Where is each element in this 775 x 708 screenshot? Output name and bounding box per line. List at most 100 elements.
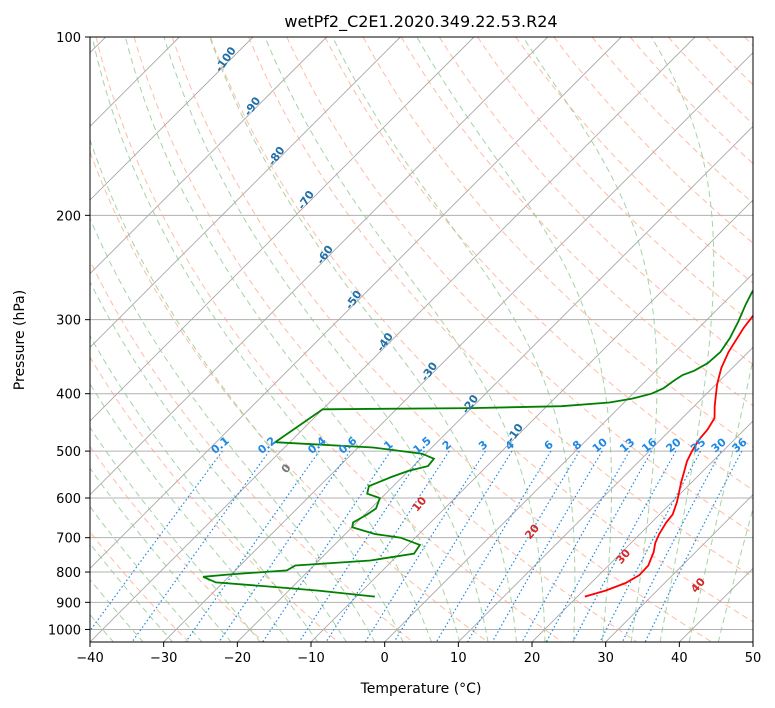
dry-adiabat	[90, 445, 264, 642]
mixing-ratio-line	[599, 450, 702, 642]
dry-adiabat-label: -80	[266, 144, 288, 168]
y-tick-label: 300	[56, 314, 81, 329]
moist-adiabat	[90, 505, 203, 642]
mixing-ratio-line	[545, 450, 653, 642]
dry-adiabat-label: -30	[418, 359, 440, 383]
x-tick-label: −10	[297, 651, 324, 666]
isotherm	[458, 346, 753, 642]
dry-adiabat	[210, 37, 753, 623]
isotherm	[752, 641, 753, 642]
dry-adiabat-label: -70	[295, 188, 317, 212]
dry-adiabat	[668, 37, 753, 125]
dry-adiabat-label: -40	[374, 330, 396, 354]
x-tick-label: 10	[450, 651, 467, 666]
moist-adiabat	[332, 37, 576, 642]
dry-adiabat	[706, 37, 753, 86]
dry-adiabat-label: -60	[314, 243, 336, 267]
mixing-ratio-line	[325, 450, 450, 642]
isotherm	[679, 567, 753, 642]
moist-adiabat	[90, 467, 232, 642]
dry-adiabat	[744, 37, 753, 47]
y-tick-label: 500	[56, 445, 81, 460]
moist-adiabat	[688, 357, 753, 642]
isotherm	[90, 37, 548, 496]
plot-frame	[89, 36, 754, 643]
dry-adiabat	[438, 37, 753, 366]
moist-adiabat	[90, 138, 404, 642]
dry-adiabat	[133, 37, 638, 642]
y-axis-label: Pressure (hPa)	[12, 290, 28, 390]
mixing-ratio-label: 6	[542, 438, 556, 453]
mixing-ratio-label: 10	[590, 435, 610, 455]
mixing-ratio-line	[131, 450, 270, 642]
isotherm	[384, 273, 753, 642]
dry-adiabat-label: -100	[212, 44, 239, 74]
moist-adiabat-label: 40	[688, 575, 708, 595]
y-tick-label: 700	[56, 532, 81, 547]
mixing-ratio-line	[298, 450, 425, 642]
moist-adiabat	[90, 280, 347, 642]
dry-adiabat	[90, 150, 488, 642]
moist-adiabat	[90, 382, 290, 642]
mixing-ratio-label: 30	[709, 435, 729, 455]
moist-adiabat	[416, 37, 612, 642]
chart-title: wetPf2_C2E1.2020.349.22.53.R24	[284, 12, 557, 32]
x-tick-label: 50	[745, 651, 762, 666]
moist-adiabat	[209, 37, 517, 642]
x-tick-label: 0	[381, 651, 389, 666]
isotherm	[90, 37, 622, 569]
moist-adiabat	[90, 334, 319, 642]
mixing-ratio-label: 0.2	[255, 434, 278, 456]
mixing-ratio-line	[393, 450, 513, 642]
dry-adiabat	[362, 37, 753, 449]
mixing-ratio-line	[621, 450, 722, 642]
mixing-ratio-line	[521, 450, 631, 642]
moist-adiabat	[650, 37, 715, 642]
temperature-profile-line	[584, 314, 753, 598]
moist-adiabat	[522, 37, 658, 642]
dry-adiabat	[248, 37, 753, 578]
x-tick-label: 20	[524, 651, 541, 666]
x-tick-label: 40	[671, 651, 688, 666]
x-tick-label: 30	[597, 651, 614, 666]
dry-adiabat	[90, 356, 339, 642]
dry-adiabats	[90, 37, 753, 642]
dry-adiabat	[400, 37, 753, 407]
y-axis: 100 200 300 400 500 600 700 800 900 1000	[48, 31, 90, 638]
y-tick-label: 400	[56, 388, 81, 403]
isotherm	[531, 420, 753, 642]
moist-adiabat-label: 10	[410, 494, 430, 514]
mixing-ratio-label: 16	[639, 435, 659, 455]
dry-adiabat	[324, 37, 753, 491]
mixing-ratio-label: 0.6	[336, 434, 360, 457]
mixing-ratio-label: 0.4	[305, 434, 329, 457]
mixing-ratio-line	[218, 450, 351, 642]
mixing-ratio-line	[572, 450, 677, 642]
mixing-ratio-line	[435, 450, 552, 642]
x-axis: −40 −30 −20 −10 0 10 20 30 40 50	[76, 642, 761, 666]
moist-adiabat-label: 30	[613, 546, 633, 566]
dry-adiabat-label: -90	[241, 94, 263, 118]
mixing-ratio-line	[466, 450, 580, 642]
y-tick-label: 600	[56, 492, 81, 507]
dry-adiabat-label: -20	[459, 392, 481, 416]
skewed-isotherms	[90, 37, 753, 642]
moist-adiabat	[90, 542, 174, 642]
moist-adiabat-label: 20	[522, 521, 542, 541]
dry-adiabat	[286, 37, 753, 534]
isotherm	[90, 37, 401, 348]
dewpoint-profile-line	[202, 288, 753, 598]
isotherm	[237, 125, 753, 642]
x-tick-label: −20	[224, 651, 251, 666]
x-tick-label: −30	[150, 651, 177, 666]
moist-adiabat	[90, 217, 376, 642]
x-axis-label: Temperature (°C)	[360, 681, 482, 697]
moist-adiabat	[124, 37, 461, 642]
dry-adiabat	[95, 37, 563, 642]
mixing-ratio-label: 0.1	[209, 434, 232, 456]
y-tick-label: 900	[56, 596, 81, 611]
moist-adiabat	[264, 37, 546, 642]
moist-adiabat	[163, 37, 489, 642]
mixing-ratio-line	[491, 450, 603, 642]
